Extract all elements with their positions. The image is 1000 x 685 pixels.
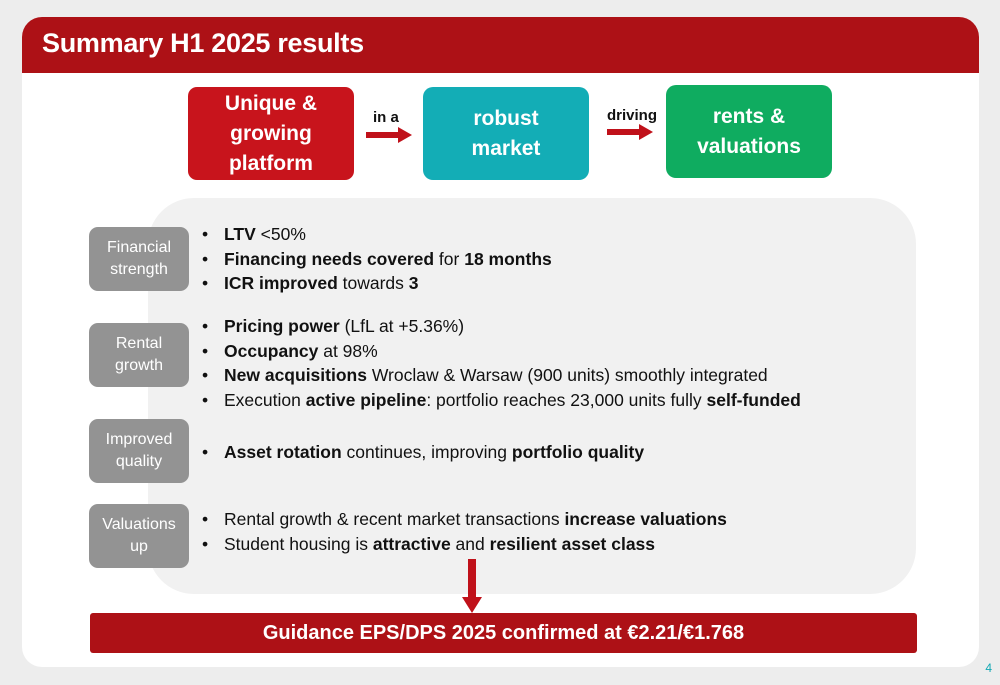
tag-line: Improved bbox=[105, 431, 173, 448]
bullet-text: towards bbox=[337, 273, 409, 293]
bullet-text: Pricing power bbox=[224, 316, 340, 336]
flow-box-valuations-line-1: rents & bbox=[712, 104, 786, 128]
tag-line: up bbox=[130, 538, 148, 555]
flow-box-valuations-line-2: valuations bbox=[697, 134, 801, 158]
page-number: 4 bbox=[985, 661, 992, 675]
bullet-list-valuations: Rental growth & recent market transactio… bbox=[200, 507, 727, 556]
bullet-text: Occupancy bbox=[224, 340, 319, 361]
bullet-text: Financing needs covered bbox=[224, 248, 435, 269]
flow-box-platform: Unique & growing platform bbox=[188, 87, 354, 180]
bullet-text: LTV bbox=[224, 224, 256, 244]
section-tag-valuations-up: Valuations up bbox=[89, 504, 189, 568]
bullet-text: Wroclaw & Warsaw (900 units) smoothly in… bbox=[366, 365, 768, 385]
bullet-list-quality: Asset rotation continues, improving port… bbox=[200, 440, 644, 465]
bullet-item: Pricing power (LfL at +5.36%) bbox=[200, 314, 801, 339]
bullet-item: Execution active pipeline: portfolio rea… bbox=[200, 388, 801, 413]
bullet-text: and bbox=[450, 533, 490, 554]
connector-label-driving: driving bbox=[607, 107, 658, 124]
tag-line: strength bbox=[110, 261, 168, 278]
tag-line: growth bbox=[114, 357, 164, 374]
connector-label-in-a: in a bbox=[373, 109, 399, 126]
bullet-text: Rental growth & recent market transactio… bbox=[224, 509, 565, 529]
bullet-text: Execution bbox=[224, 389, 306, 410]
bullet-text: continues, improving bbox=[341, 442, 512, 462]
bullet-item: Occupancy at 98% bbox=[200, 339, 801, 364]
bullet-text: resilient asset class bbox=[489, 533, 656, 554]
guidance-banner: Guidance EPS/DPS 2025 confirmed at €2.21… bbox=[90, 613, 917, 653]
flow-box-platform-line-1: Unique & bbox=[224, 91, 318, 115]
bullet-text: (LfL at +5.36%) bbox=[339, 316, 465, 336]
down-arrow-icon bbox=[462, 559, 482, 613]
bullet-text: portfolio quality bbox=[511, 442, 645, 462]
page-title: Summary H1 2025 results bbox=[42, 28, 364, 58]
bullet-item: LTV <50% bbox=[200, 222, 552, 247]
tag-line: Rental bbox=[115, 335, 163, 352]
section-tag-improved-quality: Improved quality bbox=[89, 419, 189, 483]
tag-line: Financial bbox=[106, 239, 172, 256]
flow-box-market-line-2: market bbox=[471, 136, 541, 160]
bullet-item: Student housing is attractive and resili… bbox=[200, 532, 727, 557]
right-arrow-icon bbox=[366, 127, 412, 143]
bullet-text: <50% bbox=[255, 224, 306, 244]
bullet-list-financial: LTV <50%Financing needs covered for 18 m… bbox=[200, 222, 552, 296]
bullet-text: Student housing is bbox=[224, 533, 373, 554]
section-tag-financial-strength: Financial strength bbox=[89, 227, 189, 291]
bullet-text: 3 bbox=[408, 273, 419, 293]
bullet-text: : portfolio reaches 23,000 units fully bbox=[426, 389, 707, 410]
flow-box-market-line-1: robust bbox=[473, 106, 539, 130]
bullet-text: at 98% bbox=[318, 340, 378, 361]
tag-line: quality bbox=[115, 453, 163, 470]
bullet-text: increase valuations bbox=[564, 509, 727, 529]
flow-box-platform-line-2: growing bbox=[230, 121, 312, 145]
flow-box-market: robust market bbox=[423, 87, 589, 180]
bullet-text: ICR improved bbox=[224, 273, 338, 293]
flow-box-platform-line-3: platform bbox=[228, 151, 313, 175]
bullet-text: attractive bbox=[372, 533, 451, 554]
bullet-list-rental: Pricing power (LfL at +5.36%)Occupancy a… bbox=[200, 314, 801, 412]
section-tag-rental-growth: Rental growth bbox=[89, 323, 189, 387]
bullet-text: self-funded bbox=[706, 389, 801, 410]
bullet-text: for bbox=[434, 248, 465, 269]
bullet-item: Financing needs covered for 18 months bbox=[200, 247, 552, 272]
bullet-text: active pipeline bbox=[305, 389, 427, 410]
tag-line: Valuations bbox=[102, 516, 176, 533]
bullet-text: New acquisitions bbox=[224, 365, 367, 385]
title-bar: Summary H1 2025 results bbox=[22, 17, 979, 73]
bullet-item: Rental growth & recent market transactio… bbox=[200, 507, 727, 532]
flow-box-valuations: rents & valuations bbox=[666, 85, 832, 178]
bullet-text: 18 months bbox=[464, 248, 552, 269]
right-arrow-icon bbox=[607, 124, 653, 140]
bullet-item: ICR improved towards 3 bbox=[200, 271, 552, 296]
bullet-item: Asset rotation continues, improving port… bbox=[200, 440, 644, 465]
bullet-text: Asset rotation bbox=[224, 442, 342, 462]
bullet-item: New acquisitions Wroclaw & Warsaw (900 u… bbox=[200, 363, 801, 388]
slide: Summary H1 2025 results Unique & growing… bbox=[22, 17, 979, 667]
